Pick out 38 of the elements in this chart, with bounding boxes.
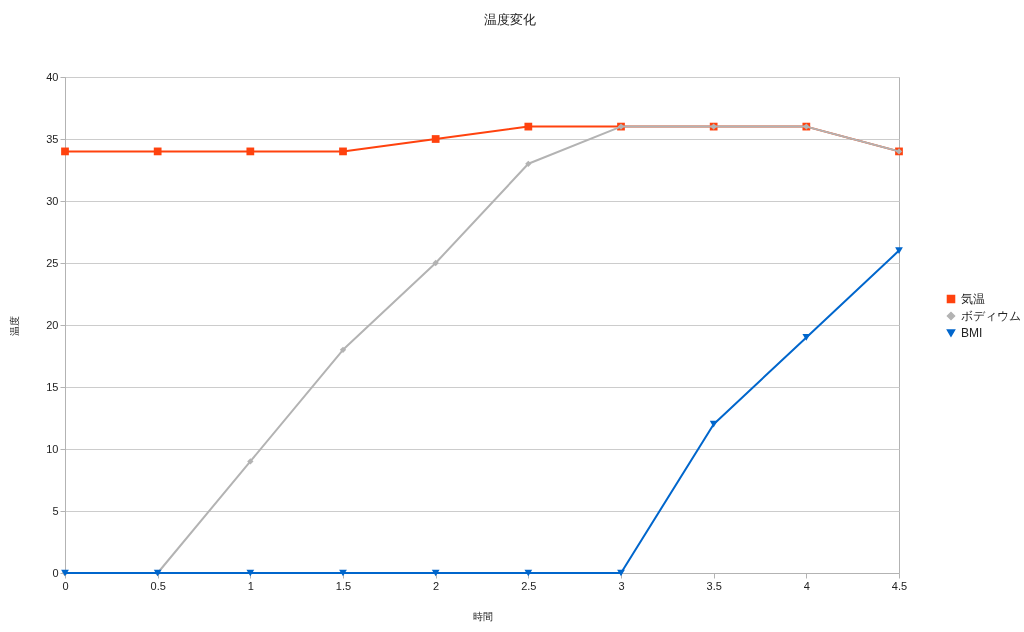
- point: [895, 247, 903, 254]
- y-tick-label: 35: [46, 132, 59, 145]
- x-tick-label: 2: [433, 579, 440, 592]
- x-tick-label: 4.5: [891, 579, 908, 592]
- legend-label: 気温: [961, 292, 985, 306]
- point: [802, 334, 811, 341]
- legend-label: BMI: [961, 326, 983, 340]
- x-tick-label: 4: [803, 579, 810, 592]
- x-tick-label: 3.5: [706, 579, 722, 592]
- point: [431, 135, 440, 143]
- y-tick-label: 5: [52, 504, 59, 517]
- point: [246, 147, 255, 156]
- y-tick-label: 40: [46, 70, 59, 83]
- y-tick-label: 10: [46, 442, 59, 455]
- x-tick-label: 3: [618, 579, 625, 592]
- x-axis-title: 時間: [472, 610, 493, 622]
- y-tick-label: 15: [46, 380, 59, 393]
- x-tick-label: 0.5: [150, 579, 166, 592]
- y-axis-title: 温度: [9, 315, 21, 336]
- point: [339, 147, 347, 156]
- point: [339, 346, 347, 353]
- point: [247, 458, 254, 465]
- x-tick-label: 0: [62, 579, 69, 592]
- point: [153, 147, 162, 156]
- point: [432, 259, 439, 267]
- point: [709, 420, 718, 428]
- x-tick-label: 2.5: [521, 579, 537, 592]
- point: [524, 122, 533, 131]
- point: [525, 160, 532, 167]
- y-tick-label: 0: [52, 566, 59, 579]
- x-tick-label: 1: [247, 579, 254, 592]
- legend-label: ボディウム: [961, 309, 1021, 323]
- y-tick-label: 30: [46, 194, 59, 207]
- point: [61, 147, 69, 156]
- chart-title: 温度変化: [484, 12, 536, 27]
- y-tick-label: 25: [46, 256, 59, 269]
- y-tick-label: 20: [46, 318, 59, 331]
- x-tick-label: 1.5: [335, 579, 352, 592]
